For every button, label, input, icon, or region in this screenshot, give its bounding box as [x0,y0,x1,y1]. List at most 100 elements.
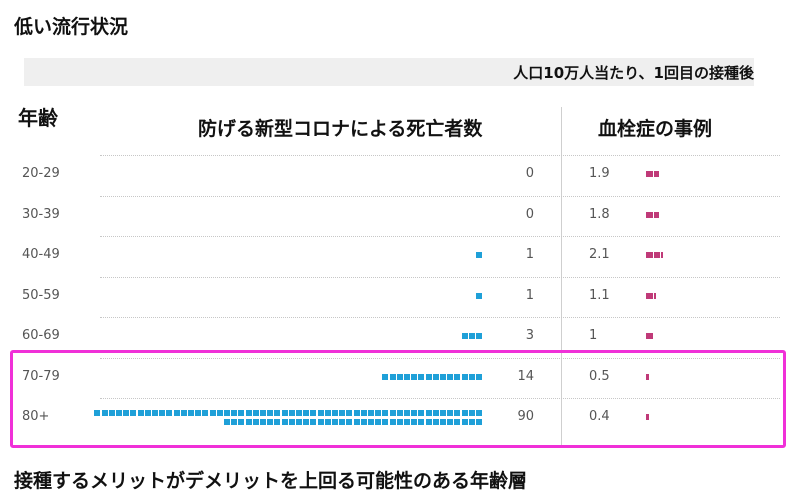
clots-value-label: 1.8 [589,206,610,222]
death-square [375,418,382,425]
death-square [368,418,374,425]
age-tick-label: 20-29 [22,166,60,181]
death-square [202,409,209,416]
death-square [411,373,418,380]
clots-value-label: 2.1 [589,247,610,262]
clots-value-label: 1.1 [589,287,610,303]
death-square [425,409,432,416]
death-square [195,409,202,416]
death-square [404,418,410,425]
death-square [389,373,396,380]
death-square [317,418,324,425]
death-square [476,333,482,339]
death-square [461,373,468,380]
death-square [310,418,317,425]
death-square [288,418,295,425]
deaths-value-label: 0 [525,166,534,181]
death-square [468,418,475,425]
death-square [209,409,216,416]
death-square [252,409,259,416]
death-square [360,418,367,425]
death-square [468,409,475,416]
death-square [260,409,266,416]
row-separator [100,276,780,278]
death-square [166,409,173,416]
death-square [404,409,410,416]
death-square [274,409,281,416]
death-square [123,409,130,416]
death-square [476,292,482,299]
death-square [454,418,461,425]
clot-square [646,252,653,258]
clot-square [653,252,660,258]
clot-square [653,292,656,299]
clot-square [646,171,653,177]
death-square [310,409,317,416]
death-square [238,418,245,425]
chart-subtitle: 人口10万人当たり、1回目の接種後 [513,64,754,82]
clot-square [653,171,660,177]
death-square [245,418,252,425]
death-square [353,409,360,416]
death-square [461,333,468,339]
deaths-value-label: 3 [525,328,534,343]
death-square [260,418,266,425]
death-square [332,409,338,416]
death-square [425,373,432,380]
death-square [94,409,101,416]
death-square [396,409,403,416]
death-square [144,409,151,416]
death-square [440,373,446,380]
clot-square [653,211,659,218]
clot-square [646,211,653,218]
footer-caption: 接種するメリットがデメリットを上回る可能性のある年齢層 [14,470,528,492]
subtitle-bar [24,58,754,86]
clots-value-label: 0.5 [589,368,610,384]
death-square [152,409,158,416]
age-tick-label: 50-59 [22,287,60,303]
death-square [288,409,295,416]
death-square [454,373,461,380]
death-square [476,409,482,416]
death-square [440,418,446,425]
death-square [339,409,346,416]
death-square [346,418,353,425]
death-square [101,409,108,416]
deaths-value-label: 1 [525,287,534,303]
death-square [476,418,482,425]
age-tick-label: 30-39 [22,206,60,222]
death-square [324,409,331,416]
age-tick-label: 70-79 [22,368,60,384]
deaths-value-label: 90 [517,409,534,424]
clot-square [646,333,653,339]
clots-value-label: 1.9 [589,166,610,181]
death-square [389,418,396,425]
death-square [281,409,288,416]
age-axis-label: 年齢 [18,106,58,130]
death-square [108,409,115,416]
age-tick-label: 40-49 [22,247,60,262]
death-square [231,409,238,416]
death-square [432,418,439,425]
death-square [303,418,310,425]
death-square [425,418,432,425]
row-separator [100,317,780,318]
deaths-value-label: 14 [517,368,534,384]
death-square [468,333,475,339]
death-square [418,373,425,380]
death-square [180,409,187,416]
clots-value-label: 1 [589,328,598,343]
death-square [368,409,374,416]
row-separator [100,155,780,156]
clot-square [646,414,649,420]
clots-series-header: 血栓症の事例 [598,118,713,140]
death-square [303,409,310,416]
death-square [360,409,367,416]
death-square [404,373,410,380]
death-square [476,373,482,380]
death-square [447,409,454,416]
death-square [396,373,403,380]
death-square [296,418,302,425]
death-square [432,373,439,380]
death-square [224,418,230,425]
